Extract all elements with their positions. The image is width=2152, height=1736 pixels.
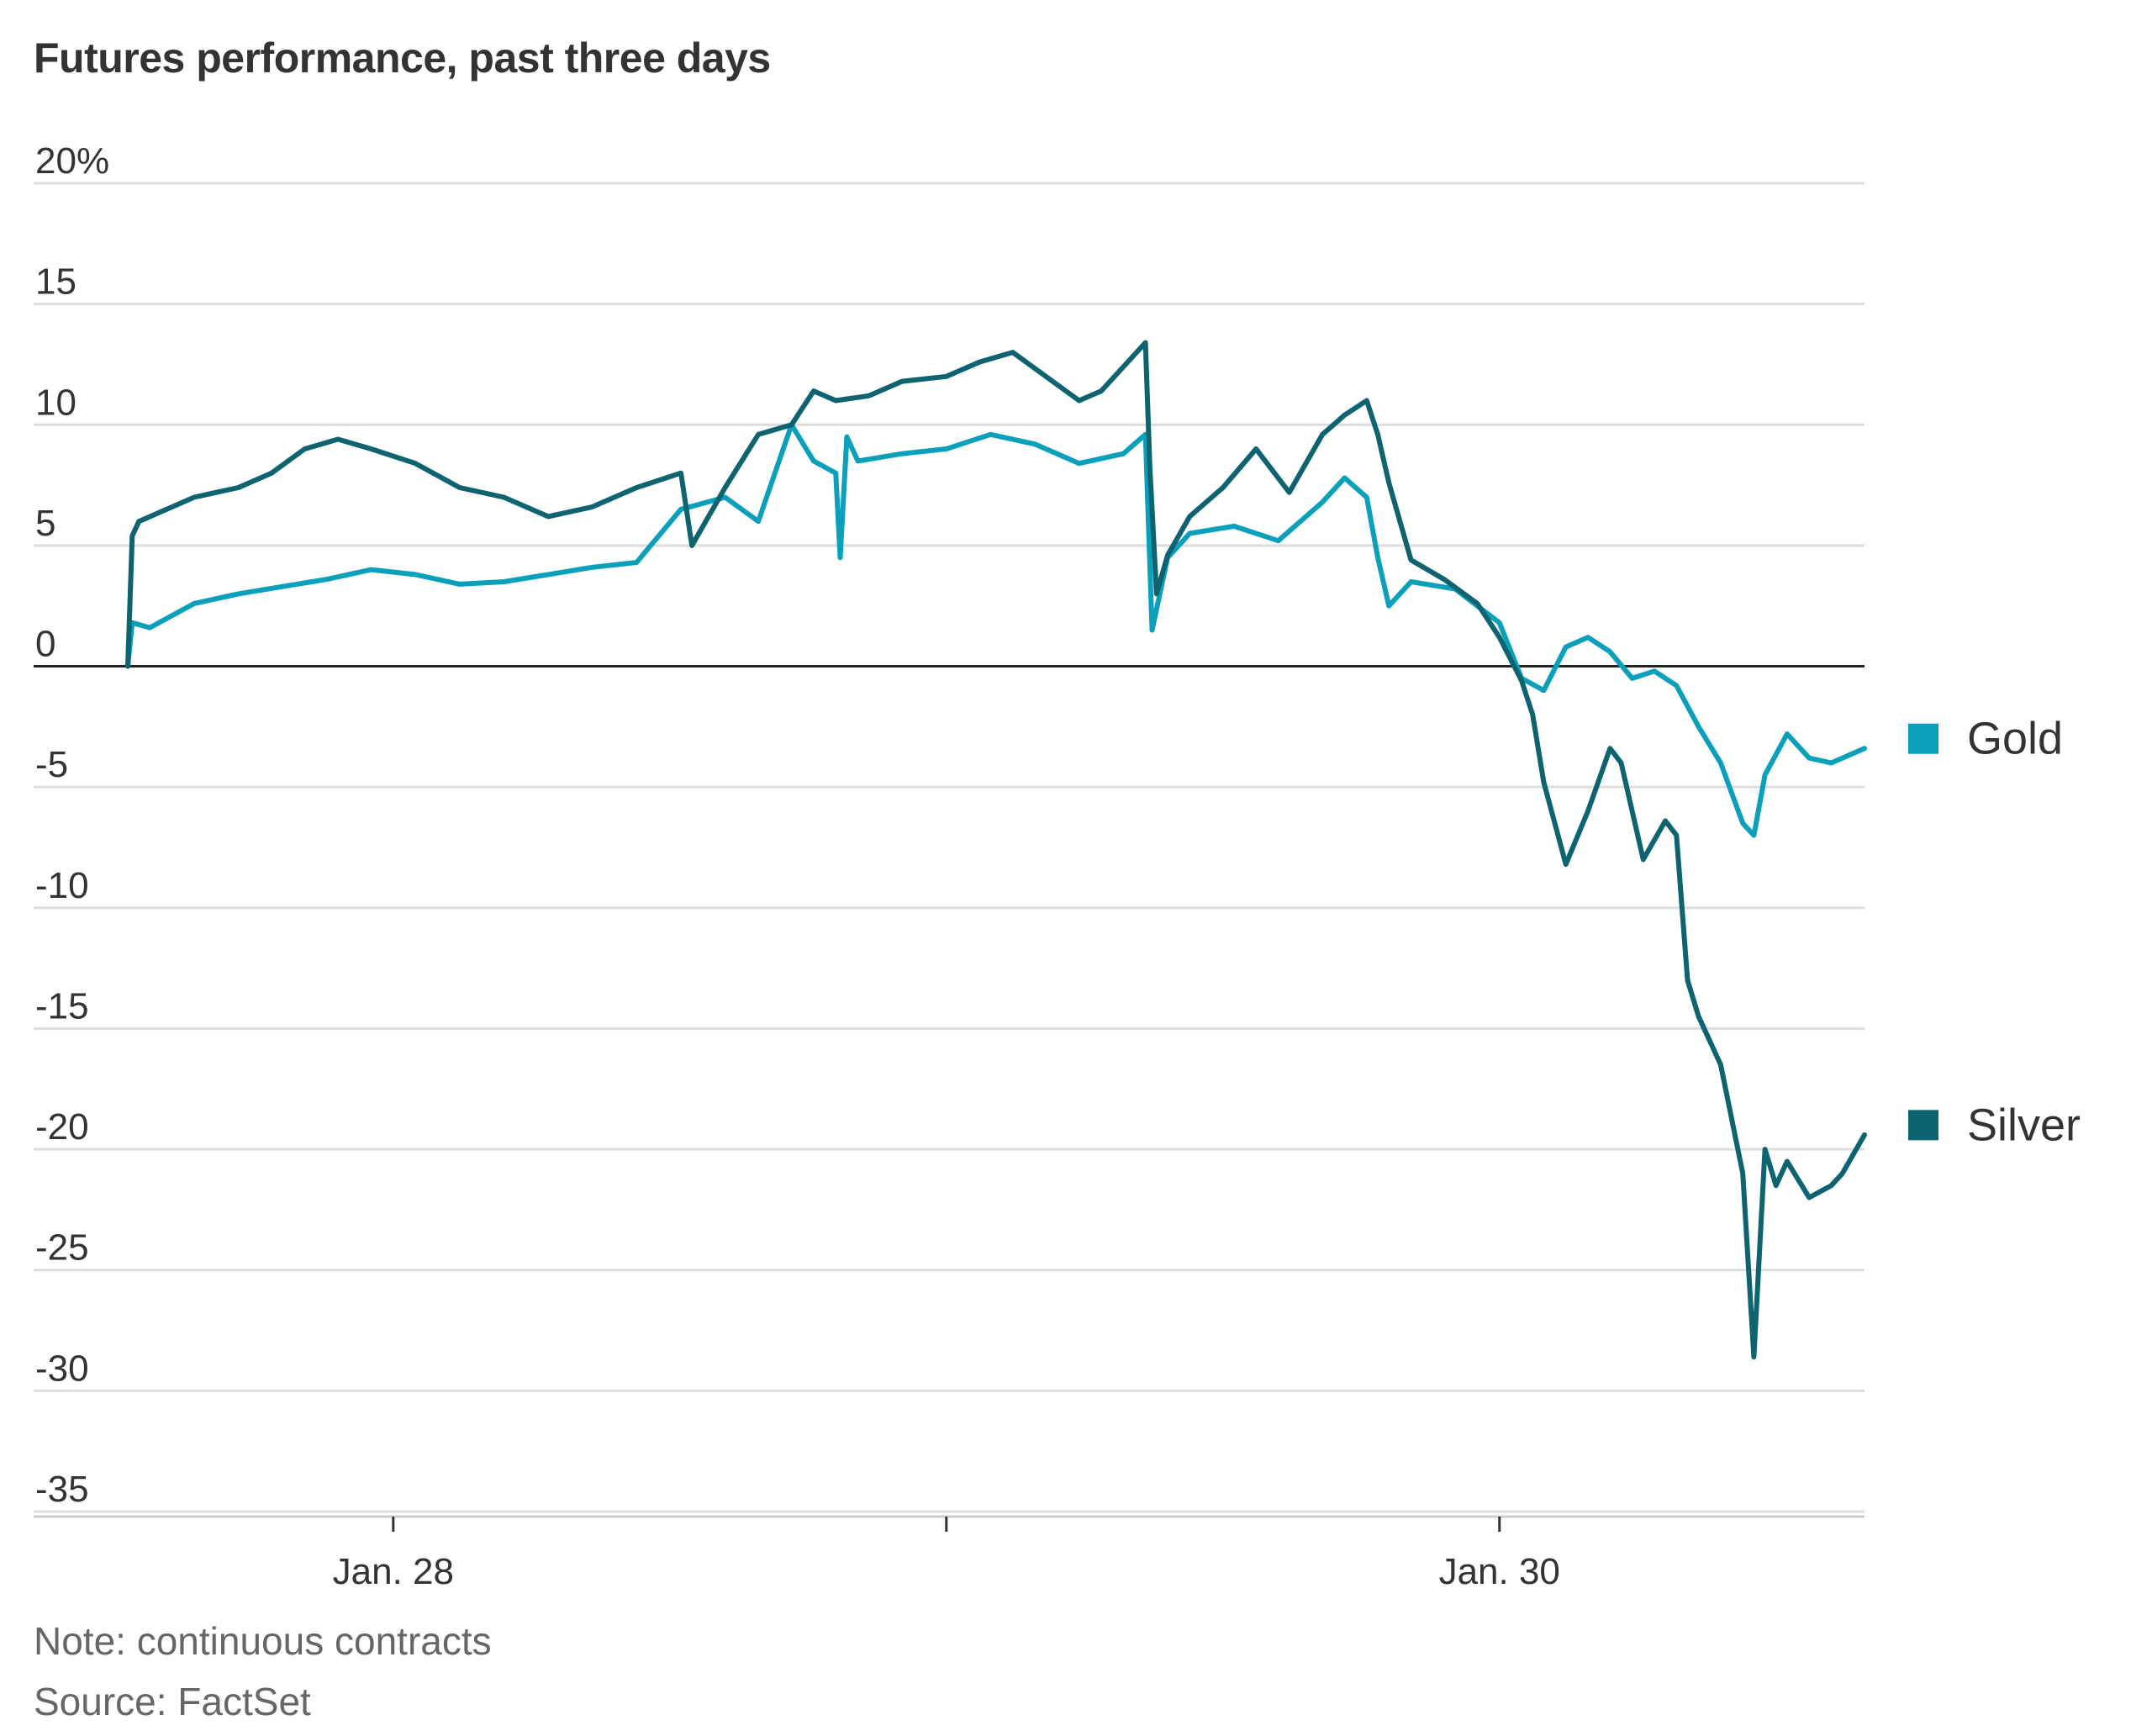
x-tick-label: Jan. 30	[1439, 1551, 1560, 1592]
chart-note: Note: continuous contracts	[34, 1619, 492, 1663]
y-tick-label: -20	[35, 1106, 89, 1148]
legend-swatch-gold	[1908, 723, 1938, 754]
series-lines	[125, 340, 1867, 1360]
legend-swatch-silver	[1908, 1110, 1938, 1141]
chart-source: Source: FactSet	[34, 1680, 311, 1723]
y-tick-label: -15	[35, 985, 89, 1026]
series-line-silver	[125, 340, 1867, 1360]
y-tick-label: 5	[35, 503, 55, 544]
y-tick-label: 10	[35, 382, 76, 423]
legend: Gold Silver	[1908, 714, 2081, 1150]
legend-label-gold: Gold	[1967, 714, 2063, 764]
chart-title: Futures performance, past three days	[34, 34, 771, 82]
y-tick-label: 0	[35, 624, 55, 665]
y-tick-label: 15	[35, 261, 76, 303]
x-axis: Jan. 28 Jan. 30	[34, 1515, 1865, 1592]
y-tick-label: -25	[35, 1227, 89, 1269]
y-tick-label: -30	[35, 1348, 89, 1389]
y-tick-label: 20%	[35, 140, 109, 182]
gridlines	[34, 182, 1865, 1513]
series-line-gold	[125, 422, 1867, 838]
y-tick-label: -35	[35, 1469, 89, 1510]
y-tick-label: -10	[35, 865, 89, 906]
y-axis-tick-labels: 20% 15 10 5 0 -5 -10 -15 -20 -25 -30 -35	[35, 140, 109, 1510]
y-tick-label: -5	[35, 744, 68, 785]
legend-label-silver: Silver	[1967, 1100, 2081, 1150]
x-tick-label: Jan. 28	[333, 1551, 454, 1592]
